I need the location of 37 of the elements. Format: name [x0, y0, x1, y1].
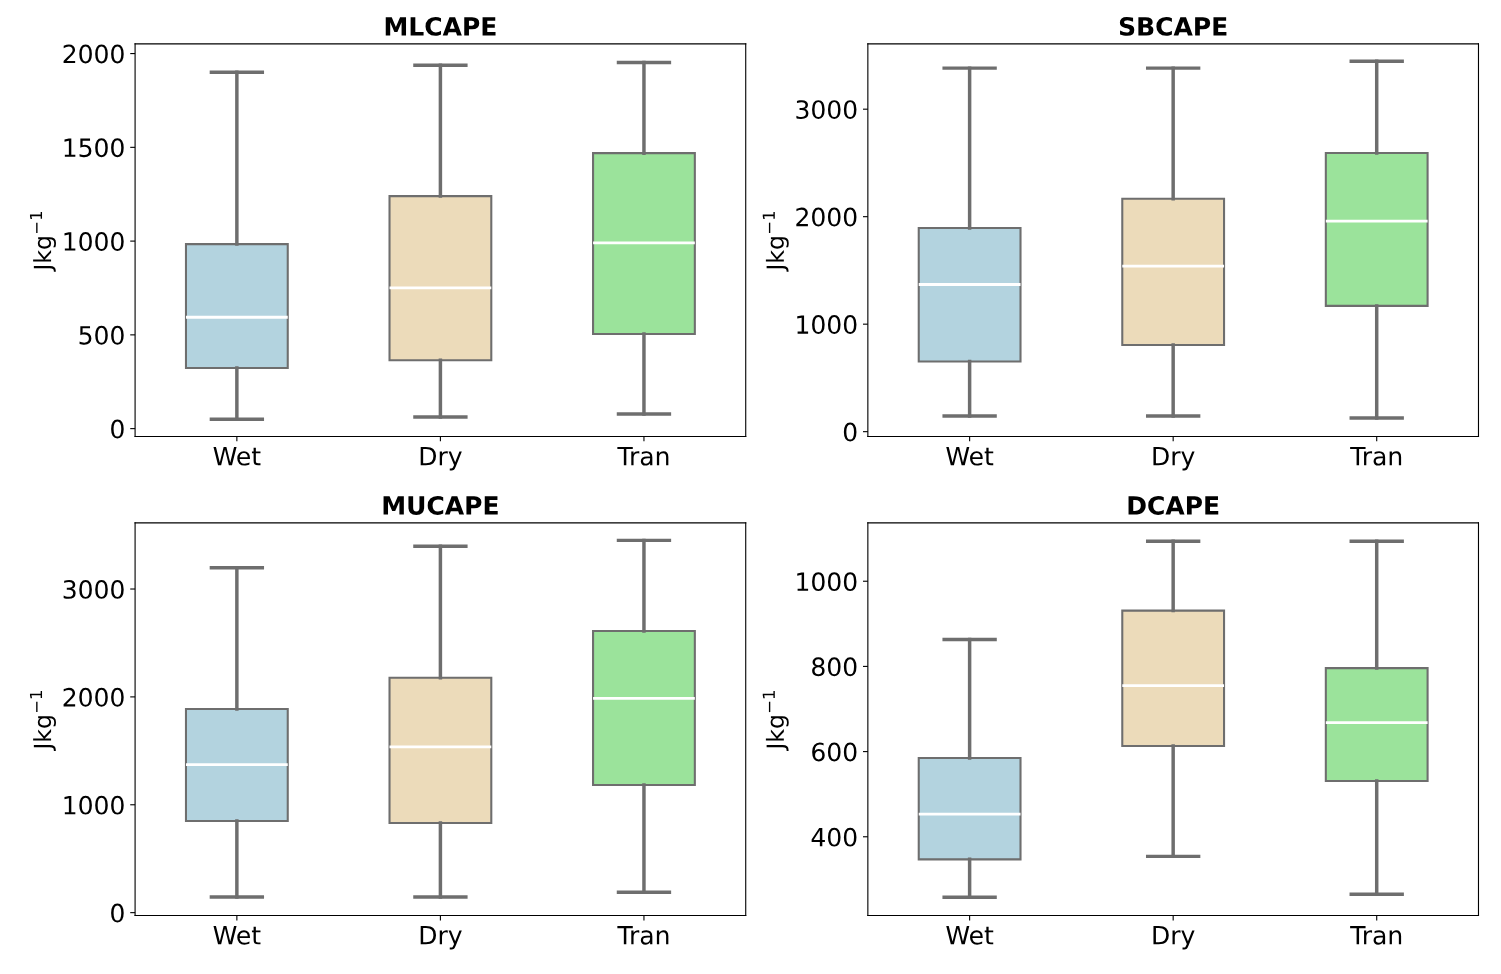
- x-tick-label: Tran: [1350, 926, 1402, 945]
- x-tick-label: Dry: [420, 926, 462, 950]
- x-tick-label: Tran: [617, 446, 669, 466]
- x-tick-label: Wet: [213, 926, 261, 945]
- x-tick-label: Wet: [946, 446, 994, 466]
- x-tick-label: Dry: [1153, 446, 1195, 471]
- y-tick-label: 1000: [64, 795, 124, 815]
- y-tick-label: 0: [111, 419, 124, 439]
- chart-title: MLCAPE: [385, 16, 496, 36]
- x-tick-label: Tran: [617, 926, 669, 945]
- x-tick-label: Tran: [1350, 446, 1402, 466]
- x-tick-label: Dry: [420, 446, 462, 471]
- y-tick-label: 800: [812, 657, 857, 677]
- y-tick-label: 1000: [797, 572, 857, 592]
- y-axis-title: Jkg$^{−1}$: [29, 690, 56, 751]
- y-tick-label: 1000: [64, 232, 124, 251]
- chart-title: SBCAPE: [1119, 16, 1227, 36]
- y-axis-title: Jkg$^{−1}$: [762, 690, 789, 751]
- chart-title: DCAPE: [1128, 496, 1219, 515]
- y-tick-label: 3000: [796, 100, 857, 120]
- x-tick-label: Wet: [213, 446, 261, 466]
- y-tick-label: 2000: [63, 687, 124, 707]
- y-tick-label: 2000: [63, 44, 124, 64]
- y-tick-label: 400: [811, 827, 857, 847]
- y-axis-title: Jkg$^{−1}$: [29, 211, 56, 272]
- y-tick-label: 0: [843, 422, 857, 442]
- y-axis-title: Jkg$^{−1}$: [762, 211, 789, 272]
- x-tick-label: Dry: [1153, 926, 1195, 950]
- y-tick-label: 0: [111, 903, 124, 923]
- chart-title: MUCAPE: [383, 496, 498, 515]
- y-tick-label: 2000: [796, 207, 857, 227]
- y-tick-label: 1500: [64, 138, 124, 158]
- y-tick-label: 600: [812, 742, 857, 762]
- x-tick-label: Wet: [946, 926, 994, 945]
- y-tick-label: 3000: [63, 579, 124, 599]
- y-tick-label: 500: [79, 325, 124, 345]
- y-tick-label: 1000: [797, 315, 857, 335]
